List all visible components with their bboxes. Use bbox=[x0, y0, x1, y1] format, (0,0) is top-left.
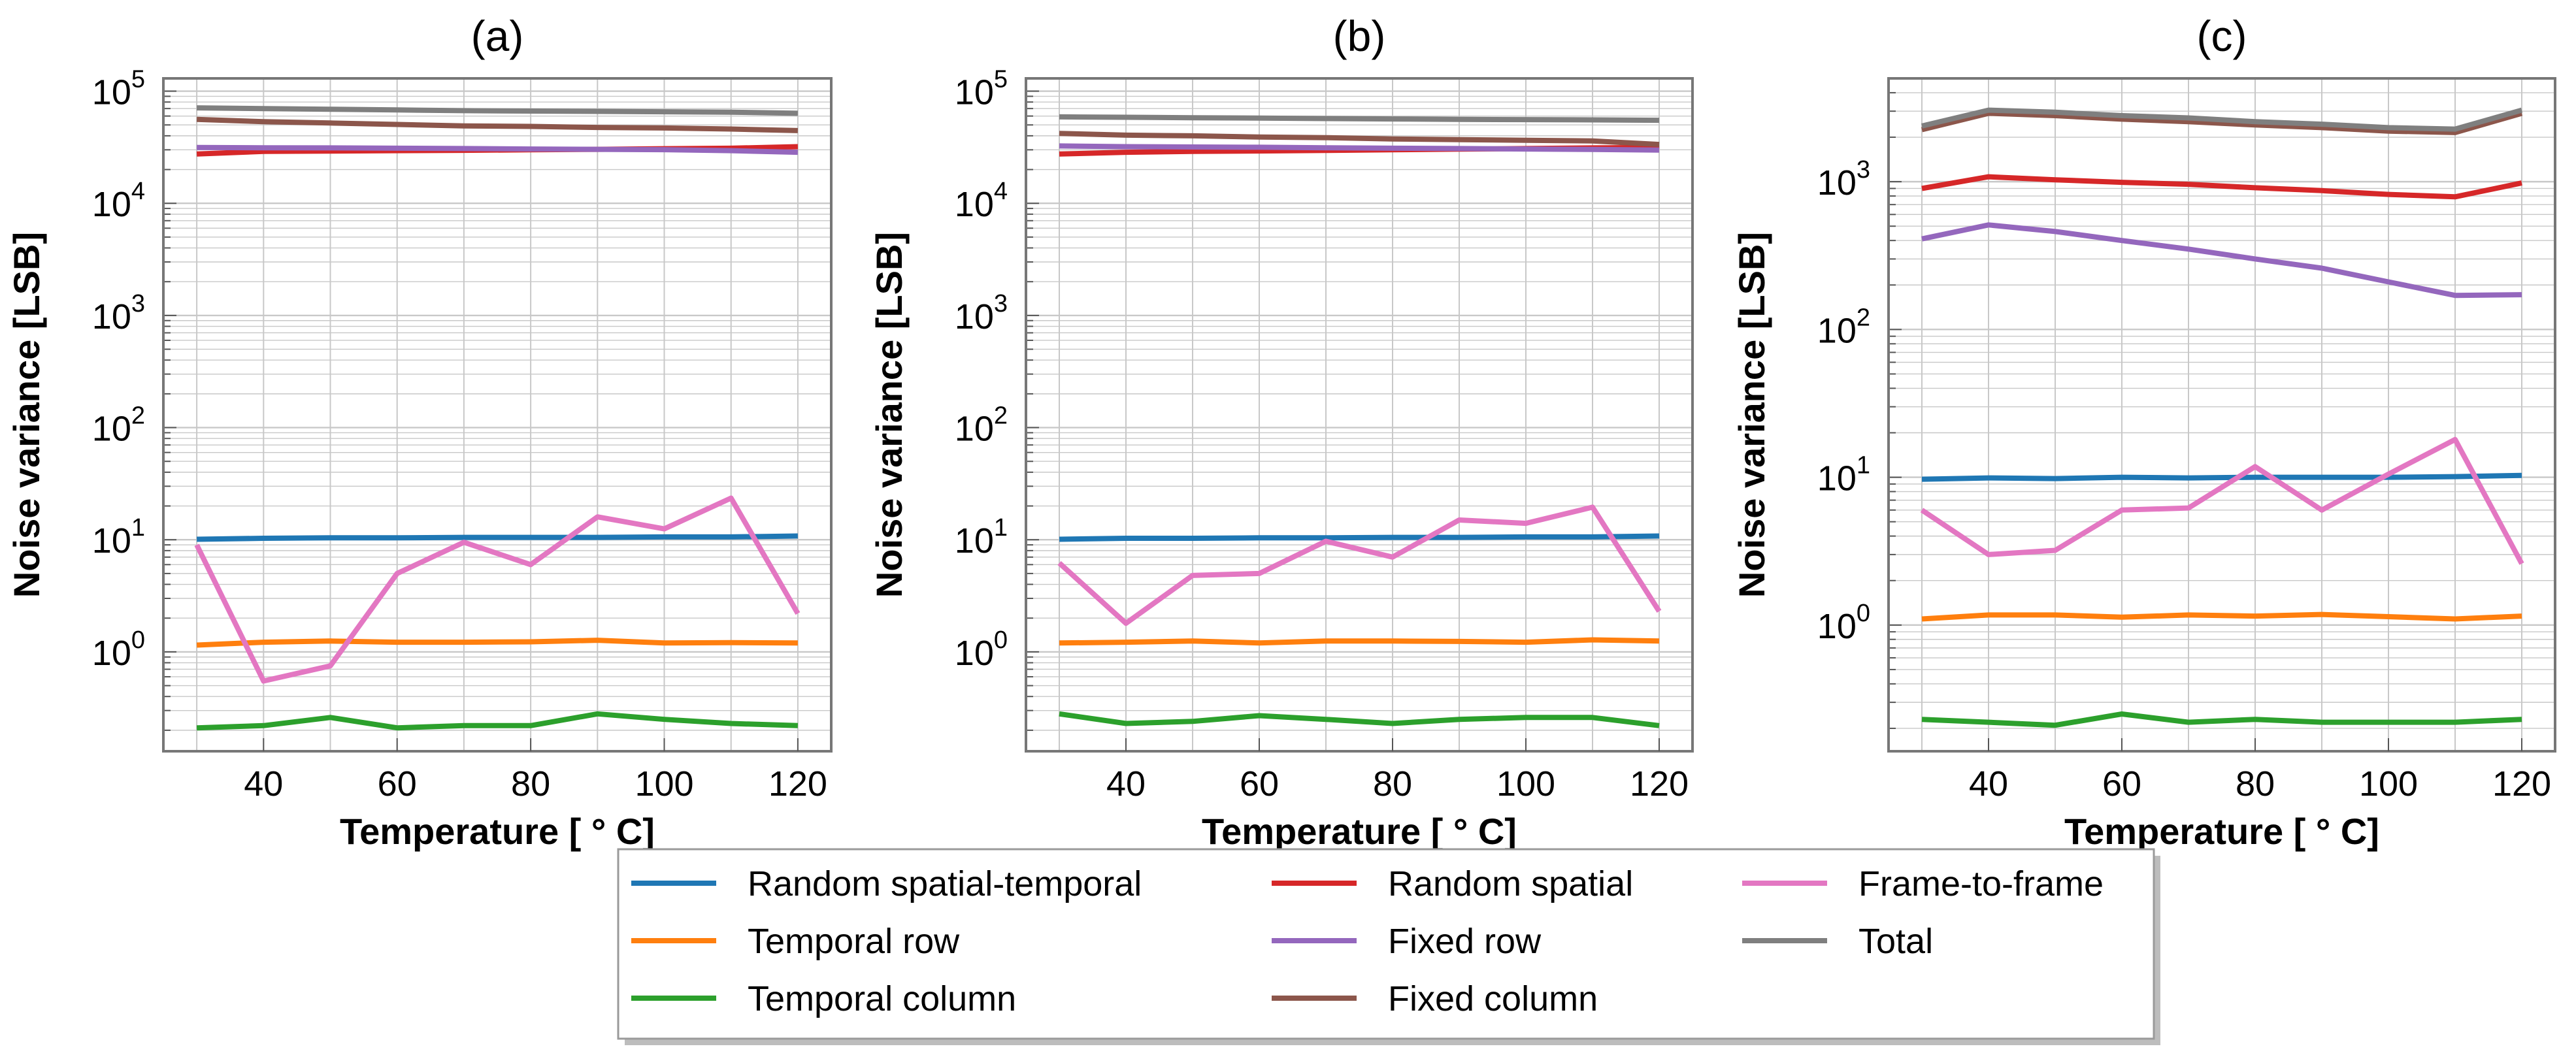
x-tick-label: 60 bbox=[1240, 764, 1279, 803]
x-axis-label: Temperature [ ° C] bbox=[340, 811, 655, 852]
y-tick-label: 100 bbox=[92, 626, 145, 673]
panel-a: 40 60 80 100 120 100 101 102 103 104 105 (a) Tempera… bbox=[6, 12, 833, 852]
panel-title: (b) bbox=[1333, 12, 1386, 60]
panel-b: 40 60 80 100 120 100 101 102 103 104 105 (b) Tempera… bbox=[868, 12, 1694, 852]
series-line-fixed-column bbox=[1921, 110, 2523, 135]
x-tick-label: 100 bbox=[2359, 764, 2418, 803]
y-axis-label: Noise variance [LSB] bbox=[868, 232, 910, 598]
legend-entry-random-spatial-temporal: Random spatial-temporal bbox=[631, 864, 1142, 903]
y-ticks: 100 101 102 103 104 105 bbox=[92, 66, 145, 673]
series-line-frame-to-frame bbox=[1920, 436, 2524, 565]
legend-entry-random-spatial: Random spatial bbox=[1272, 864, 1633, 903]
x-tick-label: 40 bbox=[1969, 764, 2008, 803]
series-line-frame-to-frame bbox=[1057, 504, 1662, 626]
x-axis-label: Temperature [ ° C] bbox=[2064, 811, 2379, 852]
y-ticks: 100 101 102 103 104 105 bbox=[955, 66, 1008, 673]
x-ticks: 40 60 80 100 120 bbox=[1106, 738, 1689, 803]
legend-label: Random spatial bbox=[1388, 864, 1633, 903]
y-tick-label: 104 bbox=[92, 178, 145, 224]
legend-entry-fixed-column: Fixed column bbox=[1272, 979, 1598, 1018]
x-tick-label: 80 bbox=[2236, 764, 2275, 803]
series-line-random-spatial-temporal bbox=[1059, 533, 1660, 542]
x-tick-label: 100 bbox=[1496, 764, 1555, 803]
series-line-random-spatial bbox=[1921, 174, 2522, 200]
series-line-random-spatial-temporal bbox=[197, 533, 798, 542]
y-axis-label: Noise variance [LSB] bbox=[6, 232, 47, 598]
x-tick-label: 80 bbox=[511, 764, 550, 803]
panel-title: (c) bbox=[2197, 12, 2247, 60]
series-line-fixed-row bbox=[1059, 143, 1660, 153]
y-tick-label: 104 bbox=[955, 178, 1008, 224]
y-tick-label: 101 bbox=[92, 514, 145, 560]
y-tick-label: 101 bbox=[1817, 452, 1870, 498]
axes-frame bbox=[162, 77, 833, 753]
series-line-total bbox=[197, 105, 798, 116]
x-tick-label: 60 bbox=[378, 764, 417, 803]
y-tick-label: 102 bbox=[92, 402, 145, 449]
x-tick-label: 120 bbox=[2492, 764, 2551, 803]
y-tick-label: 102 bbox=[955, 402, 1008, 449]
series-line-frame-to-frame bbox=[194, 495, 801, 684]
series-line-temporal-row bbox=[1921, 611, 2522, 622]
series-line-fixed-column bbox=[196, 116, 798, 133]
series-line-temporal-column bbox=[196, 711, 799, 731]
y-tick-label: 103 bbox=[955, 290, 1008, 336]
x-tick-label: 80 bbox=[1373, 764, 1412, 803]
series-line-total bbox=[1059, 114, 1660, 123]
x-tick-label: 60 bbox=[2102, 764, 2141, 803]
legend-label: Fixed row bbox=[1388, 922, 1542, 961]
series-line-fixed-row bbox=[197, 144, 798, 155]
y-tick-label: 105 bbox=[92, 66, 145, 112]
y-tick-label: 100 bbox=[955, 626, 1008, 673]
series-line-fixed-row bbox=[1921, 222, 2522, 299]
x-ticks: 40 60 80 100 120 bbox=[244, 738, 827, 803]
x-tick-label: 120 bbox=[1630, 764, 1689, 803]
series-line-random-spatial-temporal bbox=[1921, 472, 2522, 482]
y-tick-label: 105 bbox=[955, 66, 1008, 112]
series-lines bbox=[1057, 114, 1662, 728]
panel-title: (a) bbox=[471, 12, 524, 60]
panel-c: 40 60 80 100 120 100 101 102 103 (c) Temperature [… bbox=[1731, 12, 2556, 852]
y-tick-label: 103 bbox=[92, 290, 145, 336]
axes-frame bbox=[1025, 77, 1694, 753]
x-axis-label: Temperature [ ° C] bbox=[1202, 811, 1517, 852]
x-tick-label: 40 bbox=[1106, 764, 1146, 803]
axes-frame bbox=[1887, 77, 2556, 753]
legend-entry-total: Total bbox=[1742, 922, 1933, 961]
legend-label: Temporal column bbox=[748, 979, 1016, 1018]
legend-label: Temporal row bbox=[748, 922, 960, 961]
legend-entry-temporal-column: Temporal column bbox=[631, 979, 1016, 1018]
legend-label: Total bbox=[1858, 922, 1933, 961]
series-line-temporal-row bbox=[196, 638, 798, 648]
legend-entry-temporal-row: Temporal row bbox=[631, 922, 960, 961]
grid bbox=[163, 78, 831, 751]
x-tick-label: 120 bbox=[768, 764, 827, 803]
legend-entry-fixed-row: Fixed row bbox=[1272, 922, 1542, 961]
x-tick-label: 100 bbox=[635, 764, 693, 803]
y-tick-label: 102 bbox=[1817, 304, 1870, 350]
y-tick-label: 100 bbox=[1817, 600, 1870, 646]
y-axis-label: Noise variance [LSB] bbox=[1731, 232, 1772, 598]
series-line-temporal-column bbox=[1059, 711, 1660, 728]
legend-label: Random spatial-temporal bbox=[748, 864, 1142, 903]
y-tick-label: 103 bbox=[1817, 156, 1870, 203]
panels: 40 60 80 100 120 100 101 102 103 104 105 (a) Tempera… bbox=[6, 12, 2556, 852]
series-lines bbox=[194, 105, 801, 731]
y-ticks: 100 101 102 103 bbox=[1817, 156, 1870, 646]
legend-label: Frame-to-frame bbox=[1858, 864, 2104, 903]
series-line-temporal-row bbox=[1059, 637, 1660, 646]
y-tick-label: 101 bbox=[955, 514, 1008, 560]
legend-entry-frame-to-frame: Frame-to-frame bbox=[1742, 864, 2104, 903]
legend: Random spatial-temporal Temporal row Tempo… bbox=[617, 848, 2160, 1045]
grid bbox=[1026, 78, 1693, 751]
legend-label: Fixed column bbox=[1388, 979, 1598, 1018]
x-ticks: 40 60 80 100 120 bbox=[1969, 738, 2551, 803]
series-line-fixed-column bbox=[1059, 131, 1660, 148]
series-line-temporal-column bbox=[1921, 711, 2522, 728]
x-tick-label: 40 bbox=[244, 764, 283, 803]
legend-box bbox=[617, 848, 2155, 1040]
series-lines bbox=[1920, 107, 2524, 728]
series-line-total bbox=[1921, 107, 2523, 132]
